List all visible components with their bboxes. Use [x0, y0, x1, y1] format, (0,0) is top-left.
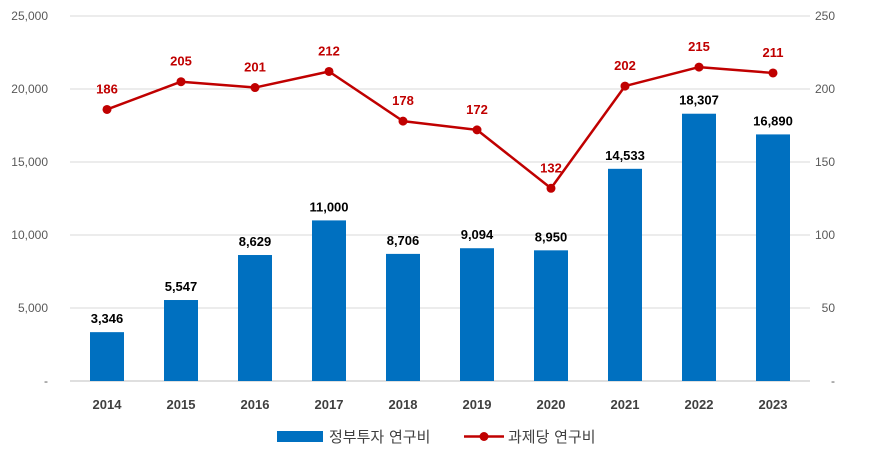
- legend-line-label: 과제당 연구비: [508, 428, 596, 446]
- bar-data-label: 8,706: [387, 233, 420, 248]
- x-tick-label: 2019: [463, 397, 492, 412]
- line-data-label: 205: [170, 54, 192, 69]
- bar-data-label: 11,000: [309, 199, 348, 214]
- bar-data-label: 8,629: [239, 234, 272, 249]
- line-data-label: 212: [318, 43, 340, 58]
- x-tick-label: 2023: [759, 397, 788, 412]
- bar-data-label: 16,890: [753, 113, 793, 128]
- bar: [238, 255, 272, 381]
- line-path: [106, 65, 774, 190]
- line-point: [546, 183, 556, 193]
- line-data-label: 211: [763, 45, 784, 60]
- line-point: [398, 116, 408, 126]
- bar: [312, 220, 346, 381]
- line-data-label: 215: [688, 39, 710, 54]
- line-point: [768, 68, 778, 78]
- bar-data-label: 8,950: [535, 229, 568, 244]
- left-tick-label: 20,000: [11, 82, 48, 96]
- legend-bar-swatch: [277, 431, 323, 442]
- line-data-label: 132: [540, 160, 562, 175]
- line-series: 186 205 201 212 178 172 132 202 215 211: [96, 39, 783, 193]
- left-tick-label: 15,000: [11, 155, 48, 169]
- bar-data-label: 18,307: [679, 93, 719, 108]
- x-tick-label: 2021: [611, 397, 640, 412]
- right-y-axis: - 50 100 150 200 250: [815, 9, 835, 388]
- left-y-axis: - 5,000 10,000 15,000 20,000 25,000: [11, 9, 48, 388]
- right-tick-label: 150: [815, 155, 835, 169]
- bar: [756, 134, 790, 381]
- bar: [386, 253, 420, 381]
- line-data-label: 186: [96, 81, 118, 96]
- left-tick-label: 25,000: [11, 9, 48, 23]
- bar-series: 3,346 5,547 8,629 11,000 8,706 9,094 8,950 14,5…: [90, 93, 793, 381]
- bar-data-label: 9,094: [461, 227, 494, 242]
- bar: [682, 113, 716, 381]
- x-tick-label: 2015: [167, 397, 196, 412]
- x-tick-label: 2020: [537, 397, 566, 412]
- legend-line-marker: [479, 432, 489, 441]
- line-data-label: 178: [392, 93, 414, 108]
- line-point: [620, 81, 630, 91]
- line-data-label: 202: [614, 58, 636, 73]
- right-tick-label: -: [831, 374, 835, 388]
- bar-data-label: 3,346: [91, 311, 124, 326]
- bar: [90, 332, 124, 381]
- legend-bar-label: 정부투자 연구비: [329, 428, 430, 446]
- x-tick-label: 2016: [241, 397, 270, 412]
- left-tick-label: 10,000: [11, 228, 48, 242]
- line-point: [102, 104, 112, 114]
- line-point: [472, 125, 482, 135]
- bar: [164, 300, 198, 381]
- bar: [534, 250, 568, 381]
- x-tick-label: 2017: [315, 397, 344, 412]
- right-tick-label: 100: [815, 228, 835, 242]
- right-tick-label: 250: [815, 9, 835, 23]
- bar-data-label: 5,547: [165, 279, 198, 294]
- line-point: [324, 66, 334, 76]
- line-data-label: 172: [466, 102, 488, 117]
- line-point: [694, 62, 704, 72]
- right-tick-label: 50: [822, 301, 836, 315]
- legend: 정부투자 연구비 과제당 연구비: [277, 428, 596, 446]
- left-tick-label: -: [44, 374, 48, 388]
- line-point: [250, 83, 260, 93]
- bar: [460, 248, 494, 381]
- bar-data-label: 14,533: [605, 148, 645, 163]
- right-tick-label: 200: [815, 82, 835, 96]
- line-data-label: 201: [244, 60, 266, 75]
- left-tick-label: 5,000: [18, 301, 48, 315]
- x-tick-label: 2014: [93, 397, 123, 412]
- bar: [608, 168, 642, 381]
- x-tick-label: 2022: [685, 397, 714, 412]
- x-axis: 2014 2015 2016 2017 2018 2019 2020 2021 2022 2023: [93, 397, 788, 412]
- x-tick-label: 2018: [389, 397, 418, 412]
- line-point: [176, 77, 186, 87]
